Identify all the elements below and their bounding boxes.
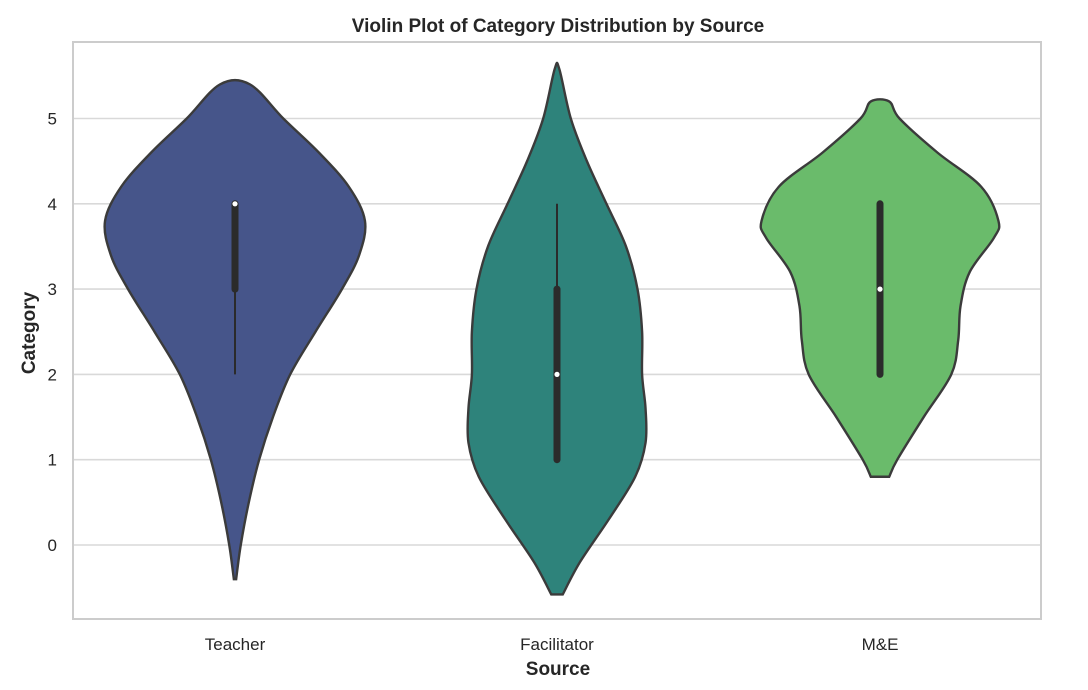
- violin-2: [466, 61, 648, 596]
- y-tick-label: 1: [48, 451, 57, 470]
- y-tick-label: 4: [48, 195, 57, 214]
- x-tick-label: Facilitator: [520, 635, 594, 654]
- plot-frame: [72, 41, 1042, 620]
- violin-median-dot: [877, 286, 883, 292]
- y-tick-labels: 0 1 2 3 4 5: [48, 110, 57, 556]
- x-tick-label: Teacher: [205, 635, 266, 654]
- violin-median-dot: [232, 201, 238, 207]
- y-tick-label: 3: [48, 280, 57, 299]
- violins: [103, 61, 1001, 596]
- y-tick-label: 0: [48, 536, 57, 555]
- violin-3: [759, 98, 1001, 478]
- y-axis-label: Category: [19, 291, 40, 374]
- x-tick-label: M&E: [862, 635, 899, 654]
- violin-1: [103, 78, 367, 581]
- y-tick-label: 2: [48, 365, 57, 384]
- x-tick-labels: Teacher Facilitator M&E: [205, 635, 899, 654]
- x-axis-label: Source: [526, 659, 590, 680]
- y-tick-label: 5: [48, 110, 57, 129]
- violin-median-dot: [554, 371, 560, 377]
- chart-title: Violin Plot of Category Distribution by …: [352, 16, 764, 37]
